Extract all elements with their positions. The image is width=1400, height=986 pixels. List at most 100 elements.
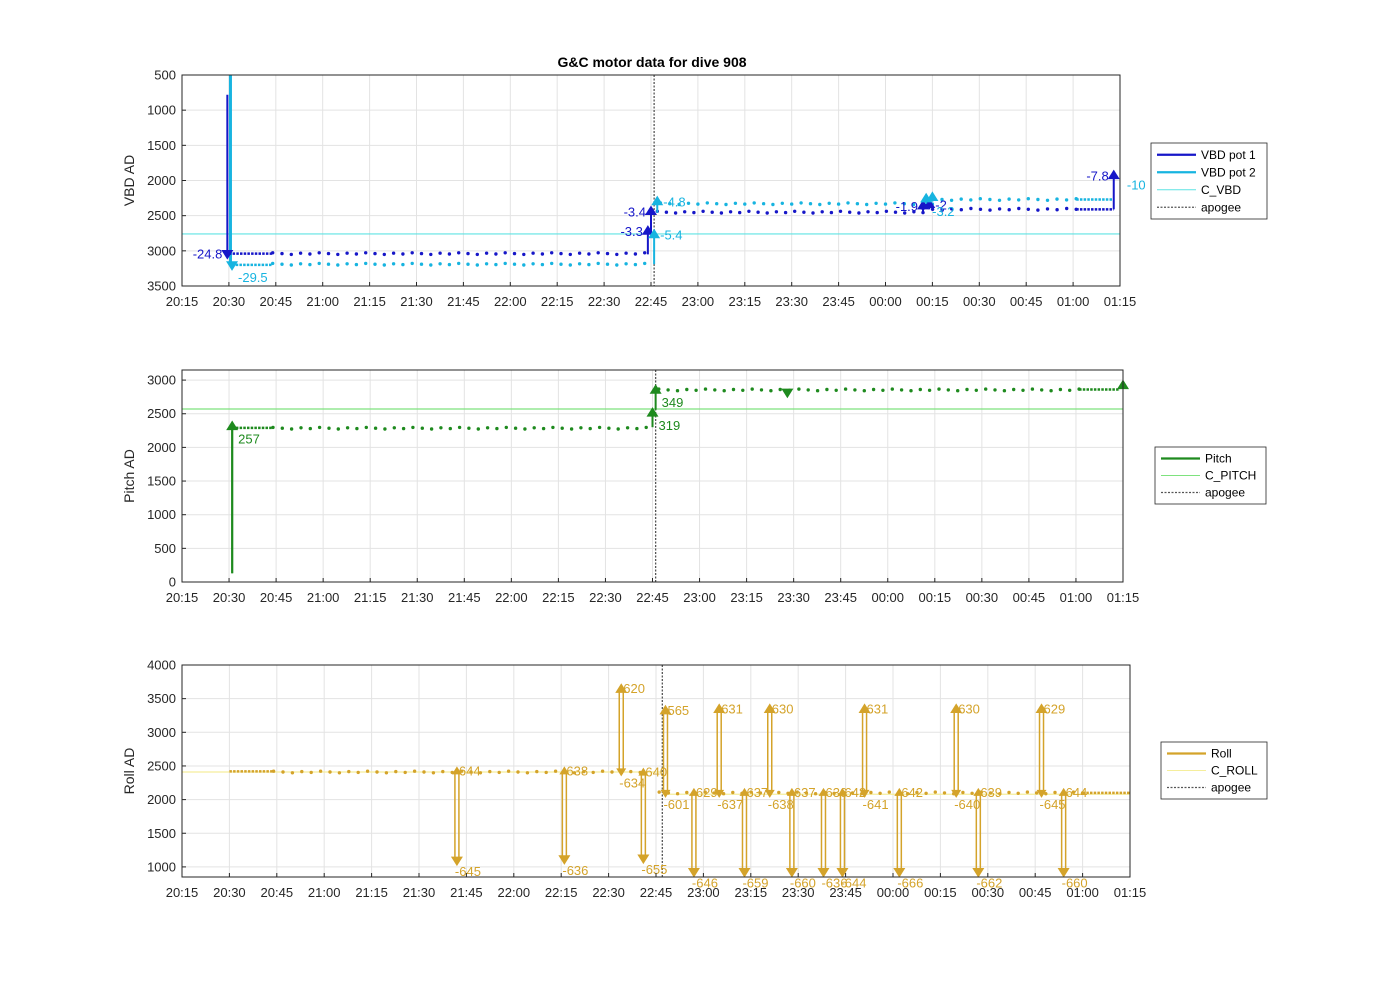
annotation-label: -2: [935, 197, 947, 212]
data-point: [893, 201, 897, 205]
data-point: [298, 262, 303, 266]
annotation-label: -1.9: [896, 199, 918, 214]
data-point: [525, 771, 530, 775]
legend-label: C_VBD: [1201, 183, 1241, 197]
data-point: [668, 202, 672, 206]
data-point: [820, 210, 824, 214]
data-point: [553, 769, 558, 773]
x-tick-label: 22:30: [588, 294, 621, 309]
annotation-label: -666: [897, 876, 923, 891]
data-point: [280, 262, 284, 266]
data-point: [629, 769, 633, 774]
data-point: [577, 251, 582, 255]
up-arrow-marker: [646, 407, 659, 417]
data-point: [686, 201, 691, 205]
y-tick-label: 2000: [147, 440, 176, 455]
x-tick-label: 23:30: [777, 590, 810, 605]
data-point: [382, 263, 386, 267]
x-tick-label: 21:45: [447, 294, 480, 309]
annotation-label: 642: [901, 785, 923, 800]
figure-title: G&C motor data for dive 908: [557, 54, 746, 70]
data-point: [761, 202, 766, 206]
data-point: [337, 771, 342, 775]
data-point: [439, 426, 443, 430]
data-point: [625, 426, 630, 430]
annotation-label: 319: [659, 418, 681, 433]
annotation-label: -640: [954, 797, 980, 812]
data-point: [582, 769, 586, 774]
data-point: [802, 210, 806, 214]
data-point: [412, 769, 417, 773]
pitch-panel: 257 319 349 20:15 20:30 20:45 21:00 21:15 21:30 2…: [121, 369, 1267, 605]
x-tick-label: 21:00: [308, 885, 341, 900]
x-tick-label: 20:15: [166, 590, 199, 605]
x-tick-label: 20:45: [260, 294, 293, 309]
data-point: [815, 389, 820, 393]
y-axis-label: VBD AD: [121, 155, 137, 206]
data-point: [911, 202, 916, 207]
data-point: [522, 263, 526, 267]
data-point: [915, 790, 919, 795]
data-point: [705, 201, 709, 205]
x-tick-label: 21:15: [354, 590, 387, 605]
data-point: [476, 427, 480, 431]
legend-label: apogee: [1211, 781, 1251, 795]
data-point: [364, 251, 368, 255]
annotation: -29.5: [226, 261, 268, 285]
x-tick-label: 01:00: [1057, 294, 1090, 309]
annotation-label: 349: [662, 395, 684, 410]
data-point: [793, 209, 797, 213]
data-point: [806, 388, 810, 392]
data-point: [685, 790, 689, 795]
x-tick-label: 21:15: [353, 294, 386, 309]
x-tick-label: 23:15: [735, 885, 768, 900]
data-point: [559, 262, 563, 266]
data-point: [550, 251, 554, 255]
data-point: [988, 208, 992, 212]
annotation: 319: [646, 407, 681, 433]
annotation-label: -601: [663, 797, 689, 812]
data-point: [375, 770, 379, 774]
annotation-label: 639: [980, 785, 1002, 800]
x-tick-label: 21:30: [400, 294, 433, 309]
data-point: [836, 202, 841, 206]
data-point: [289, 252, 293, 257]
data-point: [488, 769, 492, 774]
up-arrow-marker: [659, 704, 672, 715]
data-point: [997, 198, 1002, 202]
data-point: [624, 262, 628, 266]
annotation: 640 -655: [637, 765, 667, 877]
data-point: [1045, 207, 1050, 211]
data-point: [447, 252, 452, 256]
y-axis-label: Pitch AD: [121, 449, 137, 503]
data-point: [478, 771, 483, 775]
annotation: -3.4: [624, 204, 657, 234]
data-point: [1068, 388, 1072, 392]
data-point: [512, 251, 517, 256]
down-arrow-marker: [1057, 868, 1070, 878]
up-arrow-marker: [226, 420, 239, 431]
data-point: [607, 426, 611, 430]
data-point: [356, 770, 360, 775]
data-point: [1021, 388, 1025, 392]
data-point: [615, 263, 619, 267]
data-point: [675, 389, 680, 393]
data-point: [978, 207, 983, 211]
data-point: [605, 262, 610, 266]
annotation-label: -3.3: [620, 224, 642, 239]
data-point: [328, 770, 332, 774]
data-point: [383, 427, 387, 431]
x-tick-label: 20:30: [213, 885, 246, 900]
annotation-label: -7.8: [1086, 169, 1108, 184]
x-tick-label: 01:15: [1107, 590, 1140, 605]
data-point: [657, 790, 661, 794]
annotation-label: -645: [1040, 797, 1066, 812]
annotation: 642 -666: [893, 785, 923, 891]
annotation: -5.4: [648, 228, 683, 265]
arrow-base-marker: [559, 766, 570, 775]
data-point: [857, 211, 861, 215]
data-point: [848, 210, 852, 214]
data-point: [559, 251, 563, 256]
